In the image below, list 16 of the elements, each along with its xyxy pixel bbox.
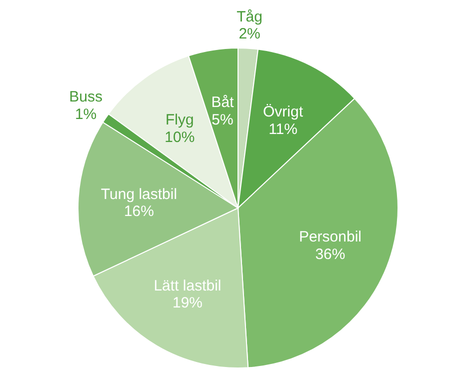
data-label: 11% <box>268 120 298 138</box>
slice-label: Lätt lastbil <box>154 277 222 294</box>
slice-label: Tung lastbil <box>100 186 178 203</box>
slice-label: Båt <box>211 94 235 112</box>
slice-label: Tåg <box>236 8 262 26</box>
slice-label: Övrigt <box>263 104 304 121</box>
data-label: 36% <box>315 246 346 263</box>
slice-label: Flyg <box>166 112 194 129</box>
data-label: 19% <box>172 294 203 312</box>
data-label: 2% <box>238 26 260 43</box>
data-label: 10% <box>164 128 195 146</box>
slice-label: Buss <box>69 88 102 106</box>
data-label: 5% <box>212 111 234 128</box>
data-label: 1% <box>74 106 97 123</box>
data-label: 16% <box>124 203 154 220</box>
slice-label: Personbil <box>298 228 362 246</box>
